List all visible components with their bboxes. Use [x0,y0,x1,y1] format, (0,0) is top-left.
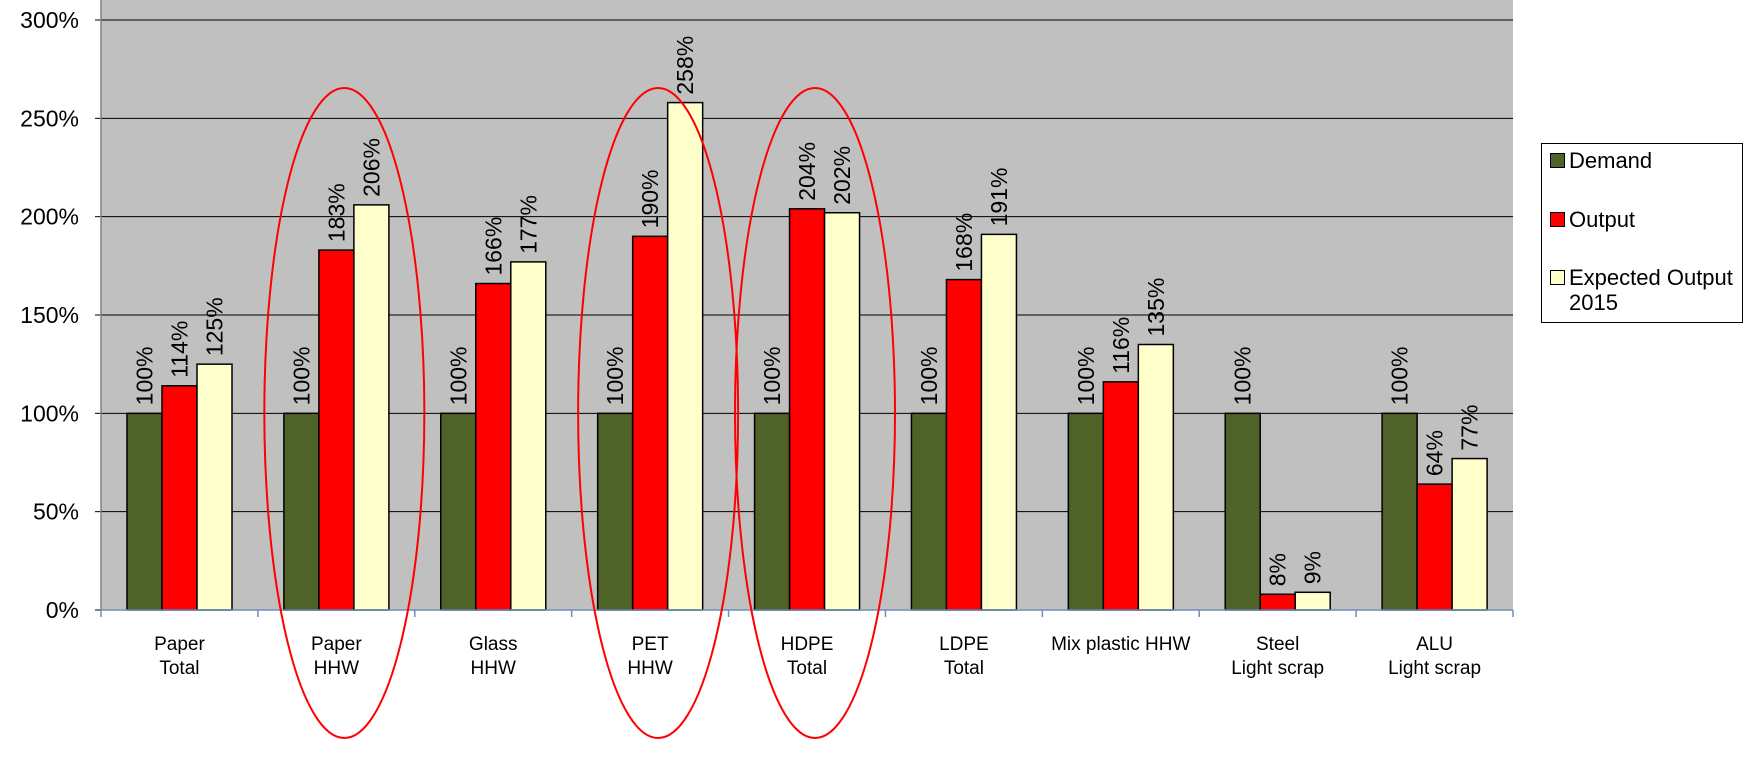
bar-output [319,250,354,610]
data-label: 9% [1300,551,1326,584]
data-label: 166% [480,217,506,276]
legend-item-expected-output: Expected Output 2015 [1550,265,1733,315]
data-label: 114% [167,321,193,378]
bar-expected-output [1452,459,1487,610]
bar-expected-output [1295,592,1330,610]
data-label: 116% [1108,317,1134,374]
legend-item-demand: Demand [1550,148,1652,173]
legend-item-output: Output [1550,207,1635,232]
data-label: 177% [515,195,541,254]
bar-demand [1382,413,1417,610]
legend-label-output: Output [1569,207,1635,232]
y-tick-label: 250% [20,105,79,131]
bar-demand [911,413,946,610]
data-label: 100% [1387,347,1413,406]
x-tick-label: Glass HHW [469,634,518,679]
data-label: 204% [794,142,820,201]
data-label: 100% [1230,347,1256,406]
legend-label-demand: Demand [1569,148,1652,173]
bar-output [1260,594,1295,610]
legend-swatch-demand [1550,153,1565,168]
bar-demand [755,413,790,610]
bar-demand [1068,413,1103,610]
data-label: 202% [829,146,855,205]
x-axis-tick-labels: Paper Total Paper HHW Glass HHW PET HHW HDPE Tota… [154,634,1481,679]
bar-output [1103,382,1138,610]
y-tick-label: 100% [20,400,79,426]
bar-demand [598,413,633,610]
data-label: 258% [672,36,698,95]
x-tick-label: ALU Light scrap [1388,634,1481,679]
bar-expected-output [981,234,1016,610]
y-tick-label: 150% [20,302,79,328]
bar-output [633,236,668,610]
bar-output [1417,484,1452,610]
bar-expected-output [825,213,860,610]
data-label: 100% [602,347,628,406]
y-tick-label: 0% [46,597,79,623]
bar-expected-output [511,262,546,610]
bar-output [162,386,197,610]
data-label: 168% [951,213,977,272]
bar-output [790,209,825,610]
bar-expected-output [197,364,232,610]
bar-demand [441,413,476,610]
x-tick-label: LDPE Total [939,634,989,679]
legend: Demand Output Expected Output 2015 [1541,143,1743,323]
y-tick-label: 200% [20,204,79,230]
x-tick-label: Paper Total [154,634,205,679]
bar-output [946,280,981,610]
y-tick-label: 300% [20,7,79,33]
data-label: 191% [986,168,1012,227]
bar-demand [284,413,319,610]
data-label: 125% [202,297,228,356]
data-label: 8% [1265,553,1291,586]
y-axis-tick-labels: 0% 50% 100% 150% 200% 250% 300% [20,7,79,623]
data-label: 206% [358,138,384,197]
x-tick-label: Mix plastic HHW [1051,634,1190,655]
data-label: 135% [1143,278,1169,337]
data-label: 77% [1457,405,1483,451]
x-tick-label: Paper HHW [311,634,362,679]
data-label: 100% [132,347,158,406]
data-label: 100% [1073,347,1099,406]
data-label: 100% [445,347,471,406]
bar-demand [1225,413,1260,610]
bar-expected-output [354,205,389,610]
y-tick-label: 50% [33,499,79,525]
data-label: 190% [637,170,663,229]
bar-demand [127,413,162,610]
legend-label-expected-output: Expected Output 2015 [1569,265,1733,315]
bar-expected-output [668,103,703,610]
data-label: 183% [323,183,349,242]
bar-expected-output [1138,345,1173,611]
data-label: 100% [916,347,942,406]
bar-output [476,284,511,610]
data-label: 100% [288,347,314,406]
x-tick-label: HDPE Total [781,634,834,679]
data-label: 100% [759,347,785,406]
data-label: 64% [1422,430,1448,476]
x-tick-label: PET HHW [627,634,672,679]
legend-swatch-output [1550,212,1565,227]
legend-swatch-expected-output [1550,270,1565,285]
x-tick-label: Steel Light scrap [1231,634,1324,679]
